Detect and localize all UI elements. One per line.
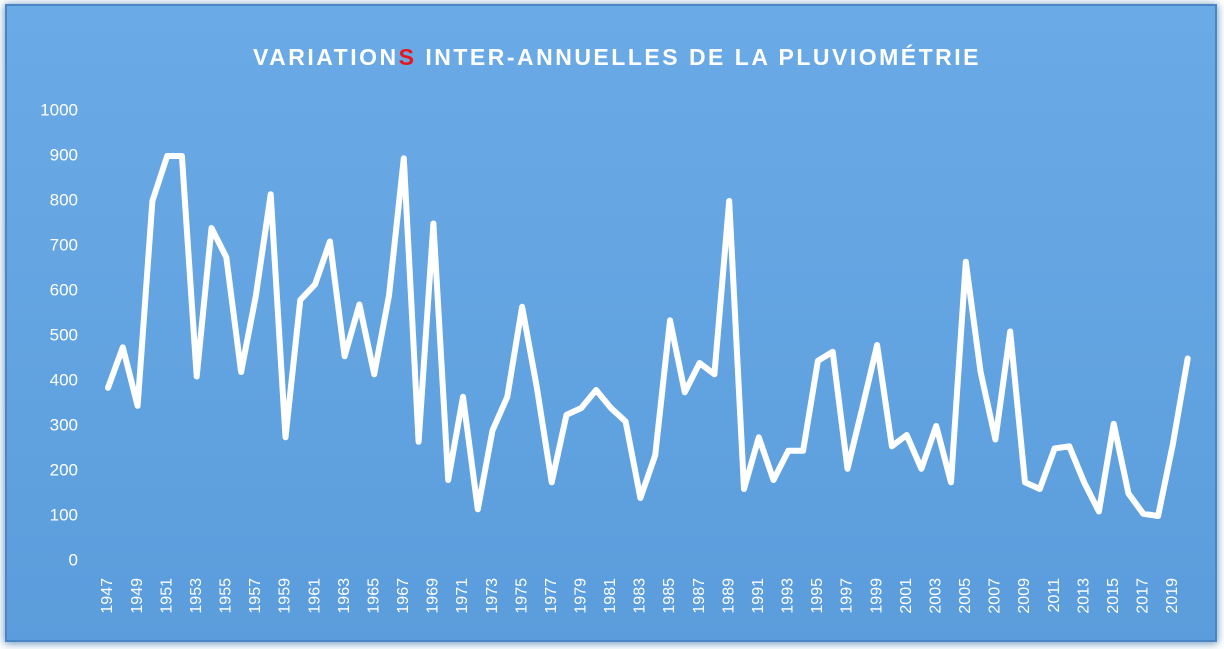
x-tick-label: 2011 <box>1046 578 1063 613</box>
x-tick-label: 1983 <box>632 578 649 614</box>
x-tick-label: 2009 <box>1016 578 1033 614</box>
x-tick-label: 2019 <box>1164 578 1181 614</box>
x-tick-label: 1991 <box>750 578 767 614</box>
x-tick-label: 1977 <box>543 578 560 614</box>
x-tick-label: 2003 <box>927 578 944 614</box>
x-tick-label: 1993 <box>780 578 797 614</box>
y-tick-label: 500 <box>50 325 78 344</box>
x-tick-label: 1985 <box>661 578 678 614</box>
x-tick-label: 1987 <box>691 578 708 614</box>
x-tick-label: 1955 <box>218 578 235 614</box>
y-tick-label: 100 <box>50 505 78 524</box>
x-tick-label: 1969 <box>425 578 442 614</box>
y-tick-label: 600 <box>50 280 78 299</box>
x-tick-label: 2015 <box>1105 578 1122 614</box>
x-tick-label: 2013 <box>1075 578 1092 614</box>
x-tick-label: 2005 <box>957 578 974 614</box>
chart-title: VARIATIONS INTER-ANNUELLES DE LA PLUVIOM… <box>253 43 981 70</box>
y-tick-label: 700 <box>50 235 78 254</box>
y-tick-label: 300 <box>50 415 78 434</box>
y-tick-label: 400 <box>50 370 78 389</box>
x-tick-label: 1975 <box>513 578 530 614</box>
x-tick-label: 1979 <box>572 578 589 614</box>
y-tick-label: 0 <box>69 550 78 569</box>
x-tick-label: 1953 <box>188 578 205 614</box>
x-tick-label: 1959 <box>277 578 294 614</box>
x-tick-label: 1995 <box>809 578 826 614</box>
x-tick-label: 1965 <box>365 578 382 614</box>
y-tick-label: 900 <box>50 145 78 164</box>
x-tick-label: 1949 <box>129 578 146 614</box>
x-tick-label: 1963 <box>336 578 353 614</box>
x-tick-label: 1989 <box>720 578 737 614</box>
x-tick-label: 2001 <box>898 578 915 614</box>
x-tick-label: 1971 <box>454 578 471 614</box>
y-tick-label: 800 <box>50 190 78 209</box>
x-tick-label: 1967 <box>395 578 412 614</box>
x-tick-label: 2007 <box>987 578 1004 614</box>
x-tick-label: 1999 <box>868 578 885 614</box>
y-tick-label: 200 <box>50 460 78 479</box>
x-tick-label: 1997 <box>839 578 856 614</box>
series-line <box>105 153 1191 519</box>
x-tick-label: 1947 <box>99 578 116 614</box>
x-tick-label: 1957 <box>247 578 264 614</box>
x-tick-label: 1981 <box>602 578 619 614</box>
x-tick-label: 2017 <box>1135 578 1152 614</box>
x-tick-label: 1951 <box>158 578 175 614</box>
x-tick-label: 1961 <box>306 578 323 614</box>
y-tick-label: 1000 <box>40 100 78 119</box>
x-tick-label: 1973 <box>484 578 501 614</box>
